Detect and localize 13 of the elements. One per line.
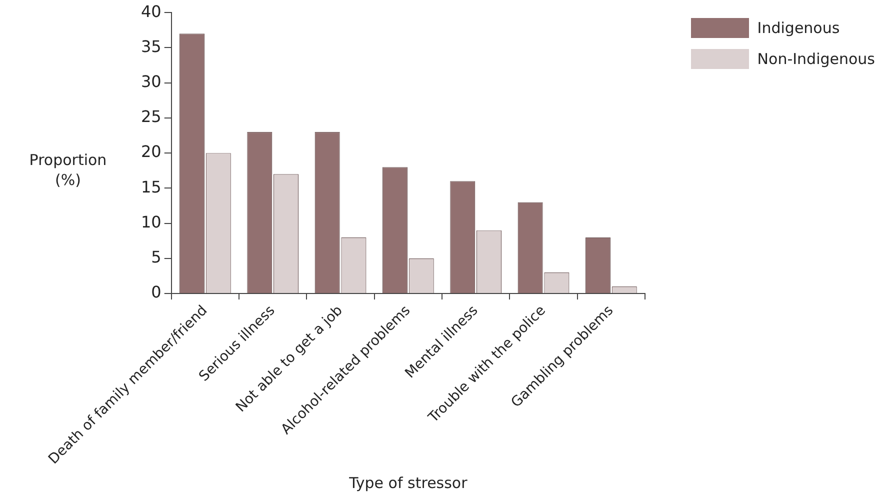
y-tick-label: 25: [141, 107, 162, 126]
y-tick-label: 20: [141, 142, 162, 162]
legend-label: Non-Indigenous: [757, 50, 875, 68]
y-tick-label: 35: [141, 36, 162, 56]
y-axis-title: Proportion (%): [29, 150, 107, 189]
y-tick-label: 30: [141, 72, 162, 91]
y-tick-label: 10: [141, 212, 162, 232]
legend-label: Indigenous: [757, 19, 840, 37]
y-tick-label: 5: [151, 248, 162, 267]
y-tick-label: 40: [141, 2, 162, 21]
y-tick-label: 0: [151, 282, 162, 302]
x-axis-title: Type of stressor: [348, 474, 468, 492]
y-tick-label: 15: [141, 177, 162, 196]
